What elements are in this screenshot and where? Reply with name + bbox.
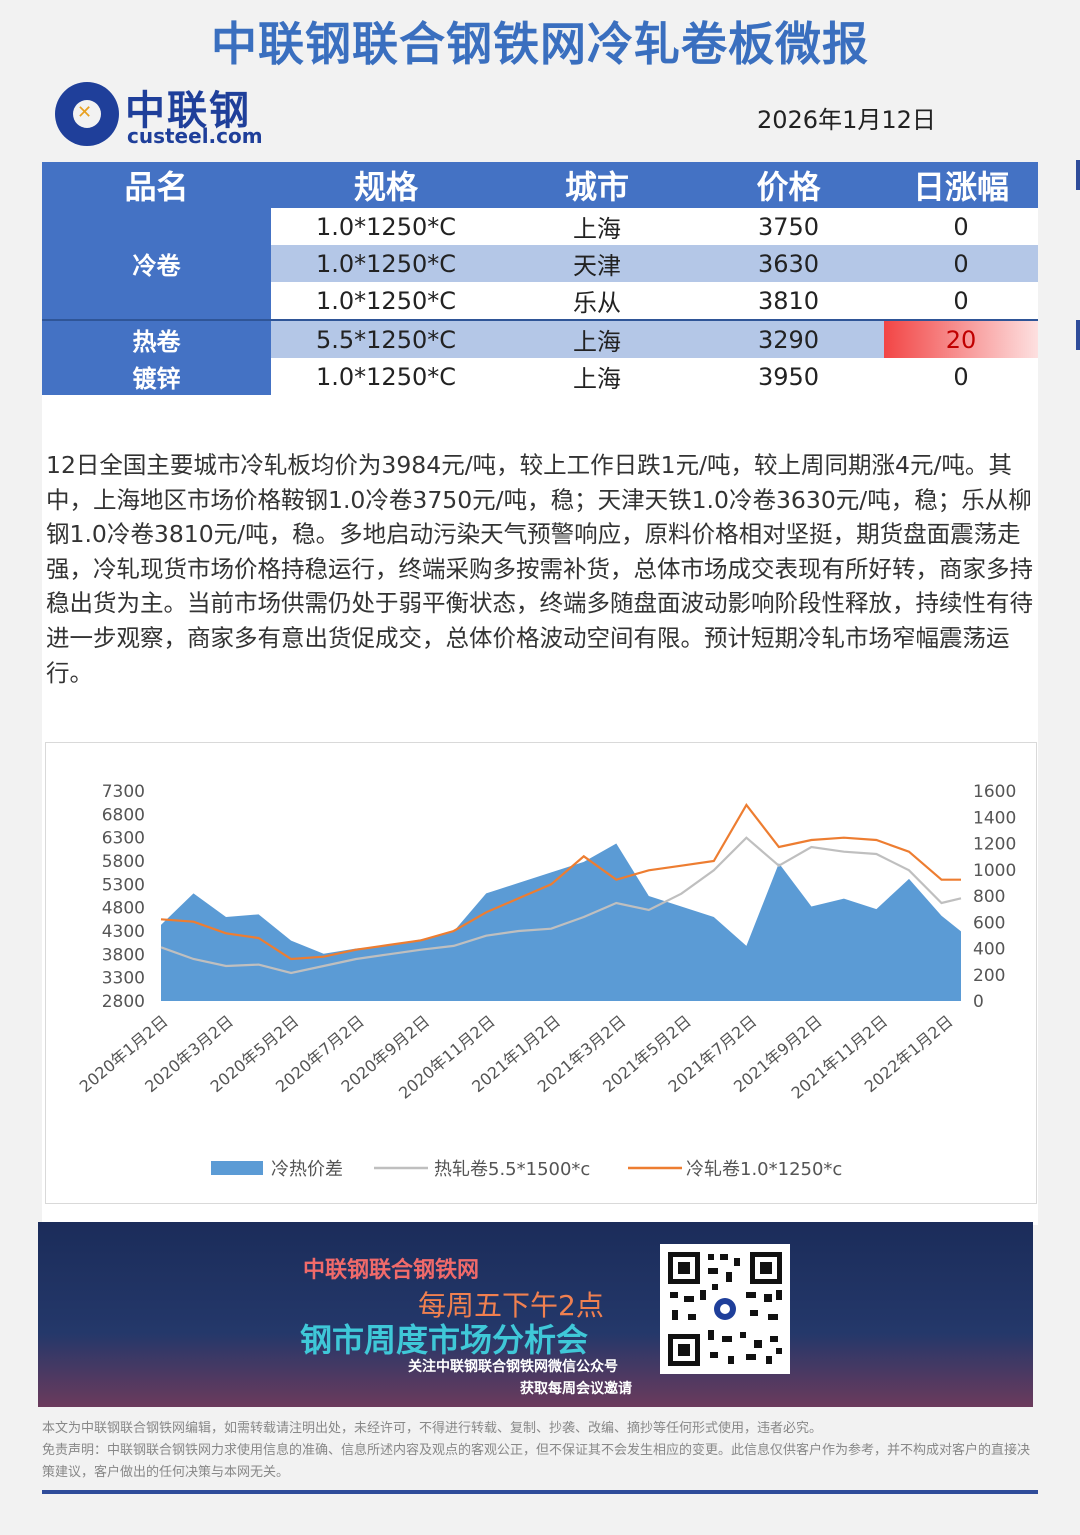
price-cell: 3290	[757, 325, 820, 354]
footer-divider	[42, 1490, 1038, 1494]
footer-notes: 本文为中联钢联合钢铁网编辑，如需转载请注明出处，未经许可，不得进行转载、复制、抄…	[42, 1418, 1038, 1484]
change-cell: 0	[953, 249, 969, 278]
y-right-tick-label: 400	[973, 940, 1005, 960]
logo-text-cn: 中联钢	[125, 88, 251, 134]
banner-time: 每周五下午2点	[418, 1289, 604, 1322]
price-table: 品名 规格 城市 价格 日涨幅 冷卷 1.0*1250*C 上海 3750 0 …	[42, 162, 1038, 397]
market-summary: 12日全国主要城市冷轧板均价为3984元/吨，较上工作日跌1元/吨，较上周同期涨…	[46, 451, 1033, 687]
y-left-tick-label: 7300	[102, 782, 145, 802]
spec-cell: 1.0*1250*C	[315, 249, 456, 278]
col-header-price: 价格	[693, 162, 884, 208]
col-header-city: 城市	[501, 162, 693, 208]
category-hot-rolled: 热卷	[42, 320, 271, 358]
custeel-logo[interactable]: ✕ 中联钢 custeel.com	[55, 80, 285, 150]
series-hot-rolled-line	[160, 836, 962, 975]
y-left-tick-label: 6300	[102, 829, 145, 849]
col-header-change: 日涨幅	[884, 162, 1038, 208]
city-cell: 天津	[573, 252, 621, 280]
qr-code-icon[interactable]	[660, 1244, 790, 1374]
price-cell: 3750	[757, 212, 820, 241]
y-right-tick-label: 600	[973, 913, 1005, 933]
spec-cell: 1.0*1250*C	[315, 362, 456, 391]
category-cold-rolled: 冷卷	[42, 208, 271, 320]
y-right-tick-label: 0	[973, 992, 984, 1012]
table-header-row: 品名 规格 城市 价格 日涨幅	[42, 162, 1038, 208]
y-left-tick-label: 4800	[102, 899, 145, 919]
change-cell: 0	[953, 286, 969, 315]
col-header-product: 品名	[42, 162, 271, 208]
y-left-tick-label: 6800	[102, 805, 145, 825]
price-chart: 7300 6800 6300 5800 5300 4800 4300 3800 3300 2800…	[45, 742, 1037, 1204]
edge-marker	[1076, 160, 1080, 190]
city-cell: 上海	[573, 215, 621, 243]
city-cell: 上海	[573, 328, 621, 356]
y-right-tick-label: 200	[973, 966, 1005, 986]
legend-label-spread: 冷热价差	[271, 1159, 343, 1180]
y-right-tick-label: 1000	[973, 861, 1016, 881]
spec-cell: 1.0*1250*C	[315, 212, 456, 241]
y-left-tick-label: 3800	[102, 945, 145, 965]
category-galvanized: 镀锌	[42, 358, 271, 396]
page-title: 中联钢联合钢铁网冷轧卷板微报	[211, 17, 869, 71]
copyright-notice: 本文为中联钢联合钢铁网编辑，如需转载请注明出处，未经许可，不得进行转载、复制、抄…	[42, 1421, 823, 1436]
y-right-tick-label: 800	[973, 887, 1005, 907]
edge-marker	[1076, 320, 1080, 350]
logo-mark-icon: ✕	[55, 82, 119, 146]
promo-banner[interactable]: 中联钢联合钢铁网 每周五下午2点 钢市周度市场分析会 关注中联钢联合钢铁网微信公…	[38, 1222, 1033, 1407]
y-right-tick-label: 1200	[973, 835, 1016, 855]
change-cell: 0	[953, 362, 969, 391]
y-left-tick-label: 5800	[102, 852, 145, 872]
legend-swatch-spread	[211, 1161, 263, 1175]
legend-label-hot: 热轧卷5.5*1500*c	[434, 1159, 590, 1180]
y-right-tick-label: 1400	[973, 808, 1016, 828]
change-cell: 0	[953, 212, 969, 241]
series-cold-rolled-line	[160, 803, 961, 961]
report-date: 2026年1月12日	[757, 106, 936, 134]
y-left-tick-label: 3300	[102, 969, 145, 989]
banner-invite: 获取每周会议邀请	[520, 1381, 632, 1397]
series-spread-area	[161, 843, 961, 1001]
banner-event: 钢市周度市场分析会	[300, 1321, 589, 1359]
city-cell: 上海	[573, 365, 621, 393]
col-header-spec: 规格	[271, 162, 501, 208]
spec-cell: 1.0*1250*C	[315, 286, 456, 315]
table-row: 冷卷 1.0*1250*C 上海 3750 0	[42, 208, 1038, 320]
banner-follow: 关注中联钢联合钢铁网微信公众号	[408, 1359, 618, 1375]
y-left-tick-label: 4300	[102, 922, 145, 942]
price-chart-svg: 7300 6800 6300 5800 5300 4800 4300 3800 3300 2800…	[76, 782, 1016, 1180]
price-cell: 3950	[757, 362, 820, 391]
y-left-tick-label: 5300	[102, 875, 145, 895]
logo-text-en: custeel.com	[127, 124, 263, 148]
disclaimer: 免责声明：中联钢联合钢铁网力求使用信息的准确、信息所述内容及观点的客观公正，但不…	[42, 1443, 1031, 1480]
table-row: 镀锌 1.0*1250*C 上海 3950 0	[42, 358, 1038, 396]
price-cell: 3630	[757, 249, 820, 278]
spec-cell: 5.5*1250*C	[315, 325, 456, 354]
banner-brand: 中联钢联合钢铁网	[303, 1258, 480, 1283]
legend-label-cold: 冷轧卷1.0*1250*c	[686, 1159, 842, 1180]
table-row: 热卷 5.5*1250*C 上海 3290 20	[42, 320, 1038, 358]
city-cell: 乐从	[573, 289, 621, 317]
y-left-tick-label: 2800	[102, 992, 145, 1012]
change-cell-up: 20	[884, 320, 1038, 358]
price-cell: 3810	[757, 286, 820, 315]
y-right-tick-label: 1600	[973, 782, 1016, 802]
